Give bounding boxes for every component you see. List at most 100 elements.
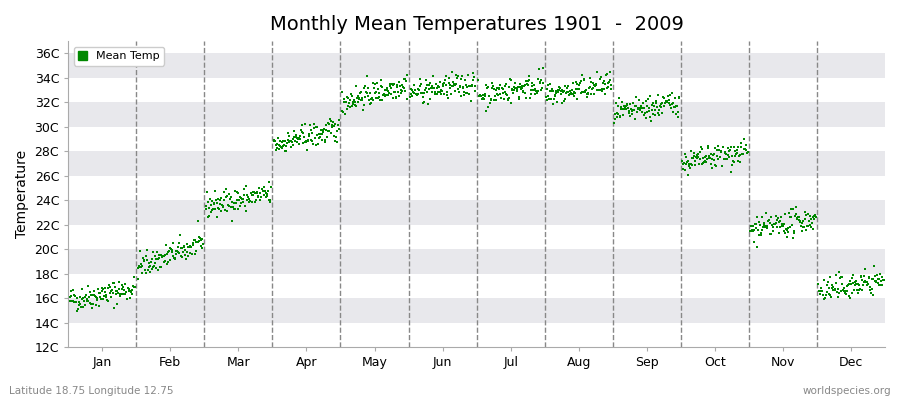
Point — [454, 93, 469, 99]
Point — [651, 110, 665, 116]
Point — [63, 298, 77, 304]
Point — [303, 127, 318, 134]
Point — [464, 98, 478, 104]
Point — [709, 163, 724, 169]
Point — [125, 290, 140, 297]
Point — [192, 234, 206, 240]
Point — [724, 144, 738, 150]
Point — [352, 96, 366, 102]
Point — [64, 288, 78, 294]
Point — [611, 103, 625, 110]
Point — [462, 91, 476, 97]
Point — [731, 144, 745, 150]
Point — [875, 274, 889, 280]
Point — [629, 103, 643, 110]
Point — [379, 92, 393, 98]
Point — [763, 214, 778, 220]
Point — [87, 292, 102, 298]
Point — [518, 94, 533, 101]
Point — [588, 83, 602, 89]
Point — [440, 92, 454, 98]
Point — [585, 86, 599, 92]
Point — [792, 217, 806, 223]
Point — [73, 301, 87, 307]
Point — [112, 291, 127, 298]
Point — [631, 106, 645, 112]
Point — [287, 128, 302, 134]
Point — [294, 129, 309, 136]
Point — [176, 244, 190, 251]
Point — [649, 100, 663, 106]
Point — [297, 134, 311, 140]
Point — [302, 132, 316, 139]
Point — [640, 109, 654, 115]
Point — [658, 100, 672, 106]
Point — [613, 113, 627, 120]
Point — [109, 290, 123, 297]
Point — [328, 120, 342, 127]
Point — [577, 76, 591, 82]
Point — [822, 285, 836, 291]
Point — [804, 224, 818, 231]
Point — [713, 154, 727, 160]
Point — [795, 228, 809, 234]
Point — [635, 105, 650, 111]
Point — [737, 136, 751, 142]
Point — [697, 159, 711, 166]
Point — [515, 82, 529, 89]
Point — [92, 290, 106, 296]
Point — [597, 86, 611, 92]
Point — [766, 224, 780, 230]
Point — [416, 94, 430, 100]
Point — [467, 74, 482, 80]
Point — [211, 205, 225, 211]
Point — [318, 136, 332, 143]
Point — [453, 82, 467, 89]
Point — [589, 81, 603, 87]
Point — [814, 288, 829, 294]
Point — [696, 155, 710, 162]
Point — [706, 150, 721, 157]
Point — [212, 201, 227, 208]
Bar — [68, 298, 885, 322]
Point — [446, 83, 460, 89]
Point — [725, 158, 740, 164]
Point — [252, 185, 266, 192]
Point — [100, 297, 114, 304]
Point — [278, 148, 293, 154]
Point — [769, 213, 783, 219]
Point — [393, 90, 408, 96]
Point — [261, 188, 275, 194]
Point — [107, 305, 122, 311]
Point — [616, 112, 630, 118]
Point — [570, 81, 584, 87]
Point — [248, 197, 263, 204]
Point — [309, 142, 323, 149]
Point — [404, 87, 419, 93]
Point — [500, 92, 514, 98]
Point — [718, 149, 733, 156]
Point — [529, 88, 544, 94]
Point — [372, 90, 386, 96]
Point — [286, 142, 301, 149]
Point — [480, 84, 494, 91]
Point — [350, 99, 365, 105]
Point — [311, 135, 326, 141]
Point — [73, 294, 87, 300]
Point — [786, 235, 800, 241]
Point — [161, 259, 176, 265]
Point — [485, 84, 500, 91]
Point — [824, 273, 838, 280]
Point — [137, 257, 151, 263]
Point — [757, 222, 771, 228]
Point — [210, 214, 224, 220]
Point — [716, 156, 731, 163]
Point — [272, 142, 286, 148]
Point — [827, 286, 842, 293]
Point — [204, 206, 219, 213]
Point — [567, 89, 581, 95]
Point — [252, 197, 266, 203]
Point — [681, 160, 696, 167]
Point — [713, 154, 727, 160]
Point — [771, 215, 786, 222]
